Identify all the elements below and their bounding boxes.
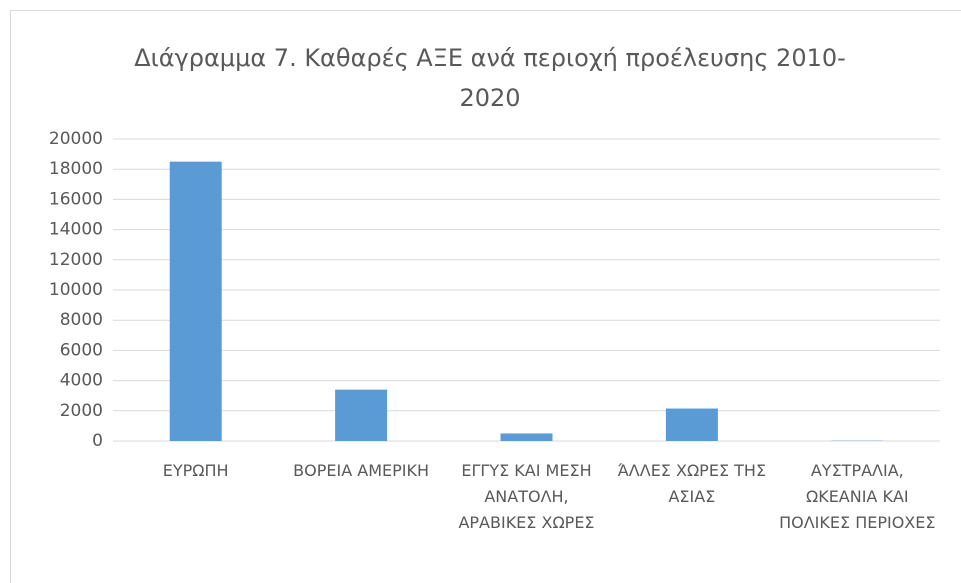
- chart-title: Διάγραμμα 7. Καθαρές ΑΞΕ ανά περιοχή προ…: [134, 44, 846, 112]
- x-tick-label: ΕΥΡΩΠΗ: [162, 461, 229, 480]
- x-tick-label: ΕΓΓΥΣ ΚΑΙ ΜΕΣΗ ΑΝΑΤΟΛΗ, ΑΡΑΒΙΚΕΣ ΧΩΡΕΣ: [458, 461, 595, 532]
- y-tick-label: 2000: [60, 401, 103, 421]
- y-tick-label: 16000: [49, 189, 103, 209]
- bar: [335, 389, 388, 441]
- y-tick-label: 14000: [49, 220, 103, 240]
- y-tick-label: 8000: [60, 310, 103, 330]
- y-tick-label: 0: [92, 431, 103, 451]
- bar: [665, 408, 718, 441]
- x-tick-label: ΑΥΣΤΡΑΛΙΑ, ΩΚΕΑΝΙΑ ΚΑΙ ΠΟΛΙΚΕΣ ΠΕΡΙΟΧΕΣ: [779, 461, 936, 532]
- bar: [169, 161, 222, 441]
- y-tick-label: 10000: [49, 280, 103, 300]
- bar: [500, 433, 553, 441]
- chart-border: [10, 10, 961, 583]
- y-tick-label: 12000: [49, 250, 103, 270]
- y-tick-label: 6000: [60, 340, 103, 360]
- y-tick-label: 4000: [60, 371, 103, 391]
- x-tick-label: ΒΟΡΕΙΑ ΑΜΕΡΙΚΗ: [293, 461, 429, 480]
- y-tick-label: 20000: [49, 129, 103, 149]
- y-tick-label: 18000: [49, 159, 103, 179]
- x-tick-label: ΆΛΛΕΣ ΧΩΡΕΣ ΤΗΣ ΑΣΙΑΣ: [617, 461, 767, 506]
